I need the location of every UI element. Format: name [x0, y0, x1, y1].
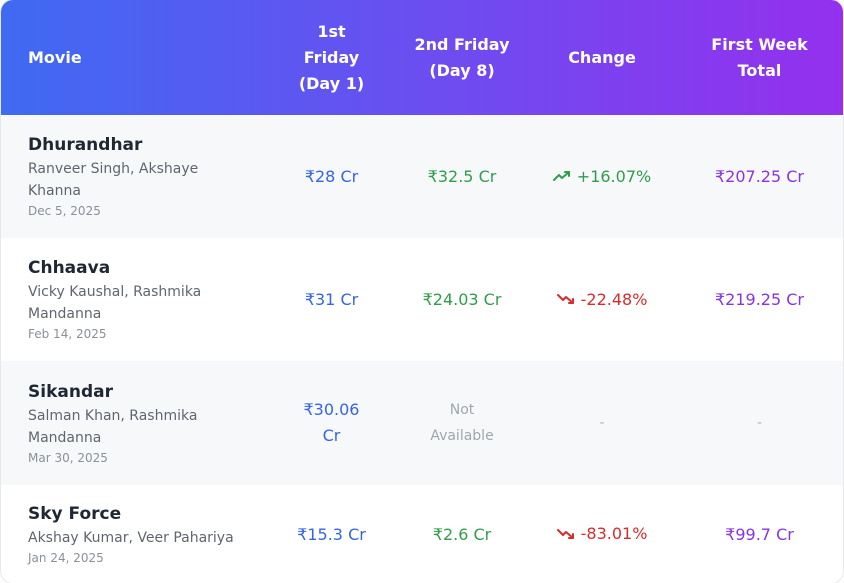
movie-cell: Sikandar Salman Khan, Rashmika Mandanna …	[1, 381, 267, 466]
day8-collection: ₹24.03 Cr	[422, 290, 502, 309]
release-date: Mar 30, 2025	[28, 450, 108, 465]
header-change: Change	[568, 47, 636, 67]
movie-cast: Akshay Kumar, Veer Pahariya	[28, 529, 234, 546]
first-week-total: -	[756, 415, 763, 431]
movie-cell: Chhaava Vicky Kaushal, Rashmika Mandanna…	[1, 257, 267, 342]
trending-down-icon	[556, 293, 575, 305]
movie-cast: Salman Khan, Rashmika Mandanna	[28, 407, 198, 446]
change-value: -	[599, 415, 605, 431]
header-first-week-total: First Week Total	[711, 34, 808, 80]
day1-collection: ₹28 Cr	[304, 167, 359, 186]
change-value: -22.48%	[528, 290, 676, 310]
day8-not-available: Not Available	[430, 402, 494, 444]
movie-cast: Vicky Kaushal, Rashmika Mandanna	[28, 284, 202, 322]
change-value: +16.07%	[528, 167, 676, 187]
movie-title: Sikandar	[28, 381, 113, 402]
table-row: Chhaava Vicky Kaushal, Rashmika Mandanna…	[1, 238, 843, 361]
change-value: -83.01%	[528, 524, 676, 544]
movie-title: Chhaava	[28, 258, 111, 278]
movie-cell: Dhurandhar Ranveer Singh, Akshaye Khanna…	[1, 134, 267, 219]
day1-collection: ₹31 Cr	[304, 290, 359, 309]
table-row: Sikandar Salman Khan, Rashmika Mandanna …	[1, 361, 843, 485]
day1-collection: ₹15.3 Cr	[297, 524, 366, 544]
day8-collection: ₹32.5 Cr	[427, 167, 497, 186]
first-week-total: ₹207.25 Cr	[715, 167, 804, 186]
table-row: Dhurandhar Ranveer Singh, Akshaye Khanna…	[1, 115, 843, 238]
table-header: Movie 1st Friday (Day 1) 2nd Friday (Day…	[1, 0, 843, 115]
table-row: Sky Force Akshay Kumar, Veer Pahariya Ja…	[1, 485, 843, 583]
release-date: Dec 5, 2025	[28, 204, 101, 218]
release-date: Jan 24, 2025	[28, 550, 104, 565]
movie-title: Sky Force	[28, 503, 122, 524]
first-week-total: ₹99.7 Cr	[725, 524, 794, 544]
header-second-friday: 2nd Friday (Day 8)	[414, 34, 510, 80]
trending-down-icon	[556, 528, 575, 540]
header-first-friday: 1st Friday (Day 1)	[298, 21, 365, 93]
movie-cell: Sky Force Akshay Kumar, Veer Pahariya Ja…	[1, 503, 267, 566]
movie-cast: Ranveer Singh, Akshaye Khanna	[28, 161, 199, 199]
day1-collection: ₹30.06 Cr	[303, 400, 360, 445]
header-movie: Movie	[28, 47, 82, 67]
trending-up-icon	[552, 170, 571, 182]
movie-title: Dhurandhar	[28, 135, 143, 155]
first-week-total: ₹219.25 Cr	[715, 290, 804, 309]
day8-collection: ₹2.6 Cr	[432, 524, 492, 544]
release-date: Feb 14, 2025	[28, 327, 107, 341]
